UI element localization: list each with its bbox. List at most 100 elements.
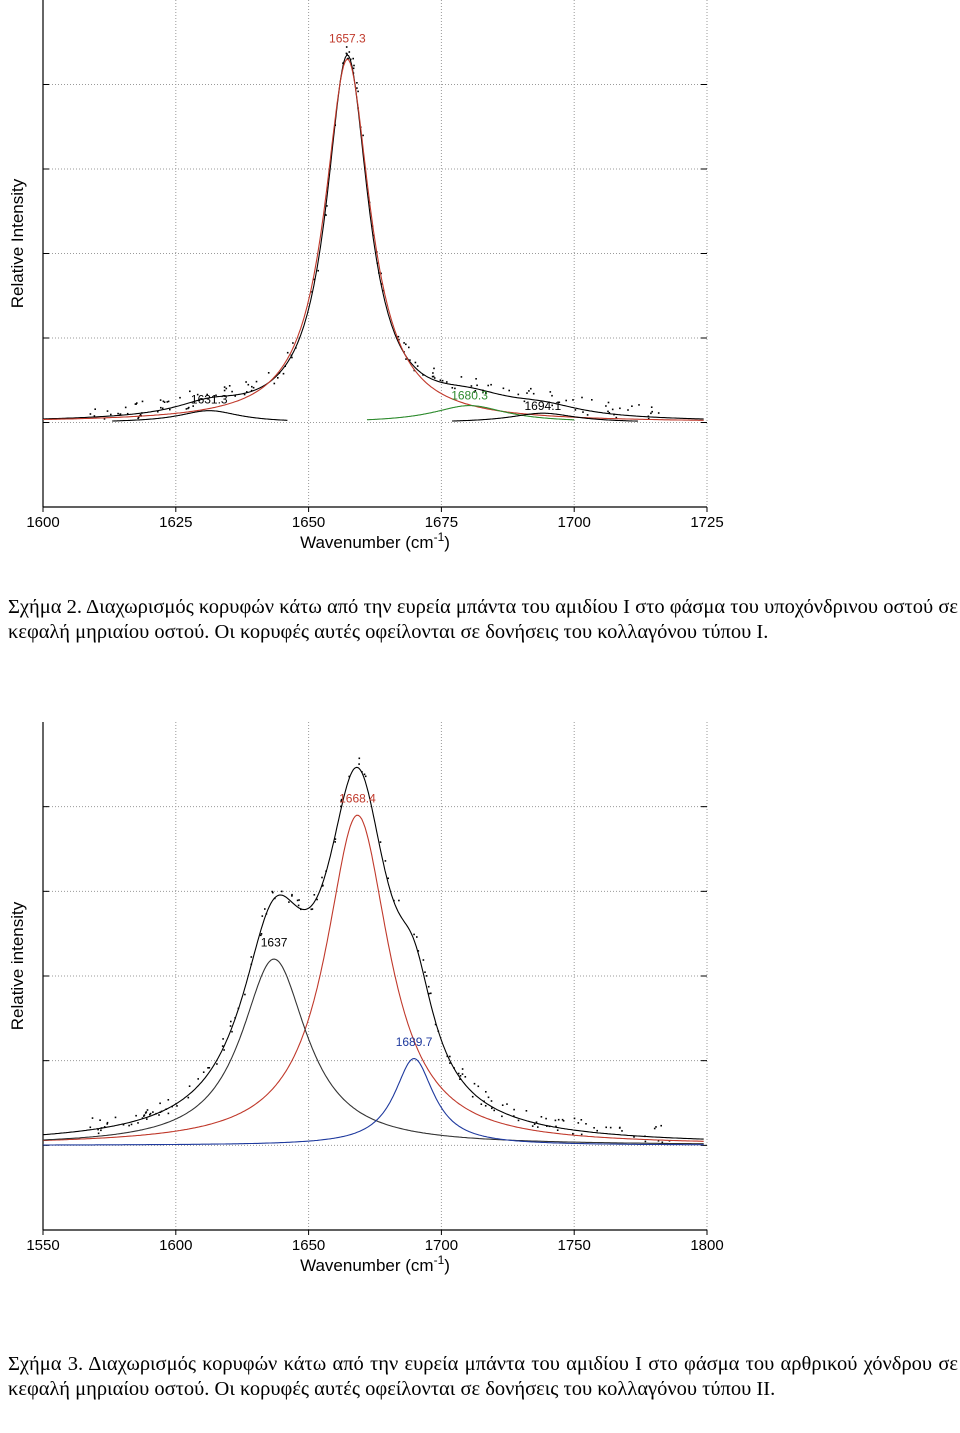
data-point [124,406,127,409]
spectrum-chart-2: 1550 1600 1650 1700 1750 1800 Wavenumber (cm-1… [8,722,724,1275]
data-point [342,62,344,64]
data-point [179,396,181,399]
data-point [347,57,349,60]
data-point [446,1055,449,1058]
data-point [250,963,253,966]
data-point [577,1122,580,1124]
data-point [476,384,478,387]
data-point [137,416,140,419]
data-point [655,1126,657,1128]
data-point [141,400,144,403]
data-point [565,399,567,402]
data-point [446,381,448,383]
data-point [192,405,194,407]
data-point [317,269,319,272]
series-line-3 [43,1058,704,1146]
peak-label: 1668.4 [339,791,376,805]
data-point [340,800,342,802]
data-point [223,386,226,388]
data-point [224,395,226,397]
data-point [271,890,274,893]
data-point [403,342,405,344]
data-point [358,757,361,760]
data-point [202,1071,205,1073]
data-point [572,399,574,401]
data-point [166,401,169,403]
data-point [572,1132,574,1135]
x-tick-label: 1675 [425,514,458,531]
data-point [243,393,246,396]
data-point [97,1132,100,1135]
data-point [619,407,621,410]
data-point [100,1129,102,1132]
series-line-3 [366,405,575,421]
data-point [650,406,653,408]
data-point [352,67,355,70]
data-point [106,1123,108,1125]
data-point [551,394,553,397]
data-point [502,387,505,390]
data-point [188,1085,191,1087]
data-point [379,841,382,843]
data-point [99,1119,101,1121]
data-point [291,356,293,359]
data-point [573,1117,576,1120]
data-point [348,51,351,53]
data-point [106,1121,109,1124]
data-point [106,410,109,412]
x-tick-label: 1600 [159,1237,192,1254]
data-point [487,1096,490,1099]
peak-label: 1657.3 [329,31,366,45]
figure-3-chart: 1550 1600 1650 1700 1750 1800 Wavenumber (cm-1… [0,718,960,1278]
data-point [89,1126,92,1129]
series-line-1 [43,58,704,421]
x-axis-label: Wavenumber (cm-1) [300,1253,450,1275]
data-point [540,1116,543,1118]
data-point [530,387,532,390]
data-point [165,1108,167,1110]
data-point [464,1076,467,1078]
data-point [501,1115,503,1118]
data-point [295,347,297,349]
data-point [155,1112,157,1115]
data-point [607,410,609,413]
series-line-4 [452,412,638,422]
series-line-0 [43,54,704,420]
data-point [528,390,530,392]
data-point [380,272,382,275]
data-point [405,358,407,360]
data-point [473,391,476,393]
data-point [163,401,166,403]
data-point [532,392,535,395]
data-point [117,412,119,415]
data-point [157,410,159,413]
data-point [537,1126,539,1128]
data-point [119,413,121,416]
data-point [433,367,435,370]
data-point [611,408,614,411]
data-point [145,1111,148,1113]
data-point [461,1068,464,1070]
data-point [561,1118,564,1121]
data-point [485,1091,487,1093]
data-point [110,413,112,416]
data-point [225,387,228,390]
data-point [352,57,354,60]
data-point [422,374,424,376]
data-point [353,64,355,67]
data-point [137,1122,139,1124]
data-point [441,379,444,382]
data-point [291,895,293,897]
x-tick-label: 1700 [558,514,591,531]
figure-3-caption-text: Σχήμα 3. Διαχωρισμός κορυφών κάτω από τη… [8,1353,958,1400]
data-point [473,1082,476,1085]
x-tick-label: 1650 [292,1237,325,1254]
data-point [245,381,247,383]
data-point [551,404,553,407]
data-point [158,1114,160,1116]
data-point [216,1063,218,1065]
data-point [513,1115,515,1117]
data-point [349,58,352,61]
data-point [657,412,660,414]
data-point [644,1140,647,1143]
